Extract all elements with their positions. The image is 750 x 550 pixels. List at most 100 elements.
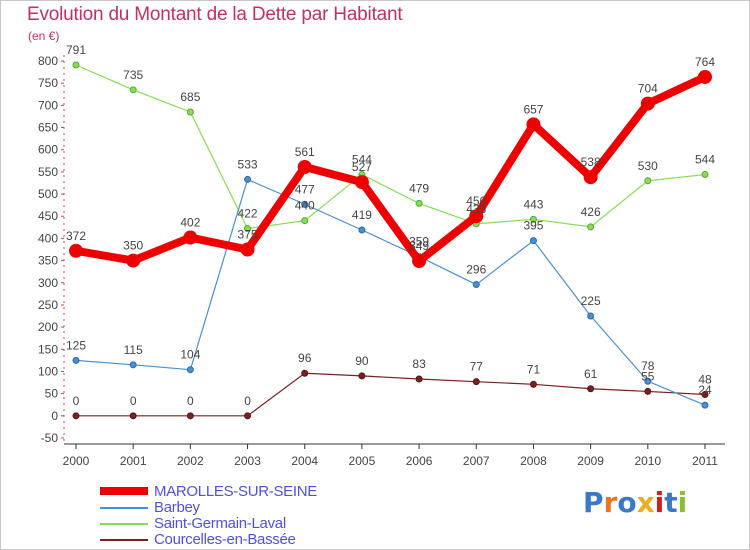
data-label-saint-germain: 433	[466, 202, 486, 216]
data-label-saint-germain: 443	[523, 197, 543, 211]
data-label-marolles: 764	[695, 55, 715, 69]
data-label-barbey: 395	[523, 219, 543, 233]
logo-letter: o	[617, 486, 637, 519]
data-point-marolles	[240, 242, 255, 257]
data-point-barbey	[186, 366, 194, 374]
data-point-marolles	[69, 243, 83, 258]
data-label-barbey: 296	[466, 263, 486, 277]
data-point-courcelles	[415, 375, 423, 383]
data-label-barbey: 477	[295, 182, 315, 196]
x-tick-label: 2007	[463, 454, 490, 468]
x-tick-label: 2002	[177, 454, 204, 468]
data-label-barbey: 225	[581, 294, 601, 308]
x-tick-label: 2005	[349, 454, 376, 468]
data-label-saint-germain: 530	[638, 159, 658, 173]
data-label-saint-germain: 544	[352, 153, 372, 167]
y-tick-label: 200	[38, 320, 58, 334]
data-label-marolles: 402	[180, 216, 200, 230]
data-label-courcelles: 90	[355, 354, 369, 368]
data-label-barbey: 115	[124, 343, 143, 357]
data-label-marolles: 372	[66, 229, 86, 243]
logo-letter: i	[677, 486, 688, 519]
data-label-courcelles: 71	[527, 362, 541, 376]
data-label-marolles: 704	[638, 82, 658, 96]
y-tick-label: 750	[38, 76, 58, 90]
x-tick-label: 2000	[63, 454, 90, 468]
series-line-marolles	[72, 72, 709, 266]
data-label-saint-germain: 544	[695, 153, 715, 167]
data-point-courcelles	[587, 385, 595, 393]
x-tick-label: 2008	[520, 454, 547, 468]
y-tick-label: 300	[38, 276, 58, 290]
data-point-courcelles	[472, 378, 480, 386]
logo-letter: i	[654, 486, 665, 519]
data-label-marolles: 657	[523, 102, 543, 116]
data-point-barbey	[358, 226, 366, 234]
data-point-barbey	[472, 281, 480, 289]
data-point-saint-germain	[129, 86, 137, 94]
data-label-barbey: 533	[238, 157, 258, 171]
data-point-barbey	[587, 312, 595, 320]
data-point-marolles	[297, 160, 312, 175]
legend-swatch-marolles	[100, 487, 148, 495]
data-label-barbey: 419	[352, 208, 372, 222]
y-tick-label: 600	[38, 143, 58, 157]
data-point-saint-germain	[244, 225, 252, 233]
data-point-marolles	[412, 254, 427, 269]
data-point-courcelles	[701, 391, 709, 399]
data-label-barbey: 104	[180, 348, 200, 362]
data-point-marolles	[126, 253, 141, 268]
data-label-marolles: 561	[295, 145, 315, 159]
data-label-marolles: 538	[581, 155, 601, 169]
legend-item-barbey: Barbey	[100, 499, 360, 516]
data-point-marolles	[640, 96, 655, 111]
logo-letter: t	[664, 486, 678, 519]
data-label-courcelles: 0	[244, 394, 251, 408]
legend-label-courcelles: Courcelles-en-Bassée	[154, 531, 296, 548]
data-label-courcelles: 83	[412, 357, 426, 371]
legend-swatch-saint-germain	[100, 523, 148, 525]
legend-label-saint-germain: Saint-Germain-Laval	[154, 515, 286, 532]
logo-letter: P	[583, 486, 604, 519]
data-point-barbey	[244, 175, 252, 183]
data-label-courcelles: 0	[130, 394, 137, 408]
data-point-barbey	[644, 377, 652, 385]
data-point-courcelles	[644, 387, 652, 395]
data-point-saint-germain	[529, 215, 537, 223]
data-label-saint-germain: 791	[66, 43, 86, 57]
x-tick-label: 2003	[234, 454, 261, 468]
proxiti-logo: Proxiti	[583, 486, 687, 519]
y-tick-label: 450	[38, 209, 58, 223]
y-tick-label: 400	[38, 231, 58, 245]
logo-letter: x	[636, 486, 655, 519]
y-tick-label: 250	[38, 298, 58, 312]
y-tick-label: 700	[38, 98, 58, 112]
data-point-marolles	[469, 209, 484, 224]
series-line-courcelles	[75, 372, 706, 417]
y-tick-label: 800	[38, 54, 58, 68]
data-label-saint-germain: 422	[238, 207, 258, 221]
data-point-marolles	[354, 175, 369, 190]
data-label-marolles: 527	[352, 160, 372, 174]
data-point-marolles	[183, 230, 198, 245]
y-tick-label: 150	[38, 342, 58, 356]
data-label-saint-germain: 479	[409, 181, 429, 195]
x-tick-label: 2011	[692, 454, 718, 468]
data-label-saint-germain: 735	[123, 68, 143, 82]
y-tick-label: 350	[38, 254, 58, 268]
data-label-marolles: 349	[409, 239, 429, 253]
data-label-barbey: 125	[66, 338, 86, 352]
data-point-barbey	[701, 401, 709, 409]
data-point-saint-germain	[72, 61, 80, 69]
data-label-courcelles: 0	[73, 394, 80, 408]
x-tick-label: 2009	[577, 454, 604, 468]
legend-swatch-barbey	[100, 507, 148, 509]
x-tick-label: 2004	[291, 454, 318, 468]
series-line-barbey	[75, 178, 706, 406]
data-label-saint-germain: 440	[295, 199, 315, 213]
data-label-courcelles: 55	[641, 369, 655, 383]
legend-label-barbey: Barbey	[154, 499, 200, 516]
legend-label-marolles: MAROLLES-SUR-SEINE	[154, 483, 317, 500]
legend-item-marolles: MAROLLES-SUR-SEINE	[100, 483, 360, 500]
data-point-courcelles	[529, 380, 537, 388]
